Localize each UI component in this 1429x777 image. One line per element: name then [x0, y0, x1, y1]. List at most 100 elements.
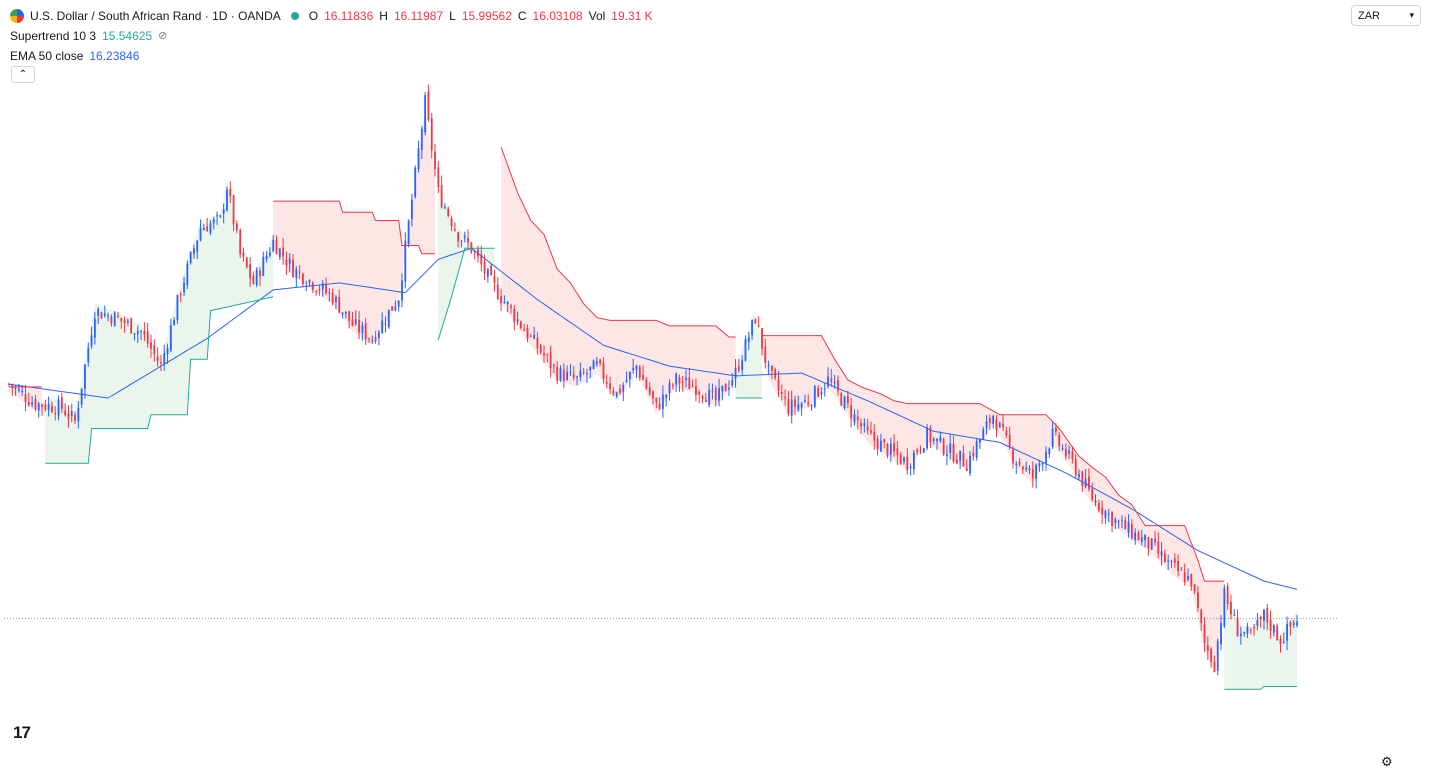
candle-body[interactable] [1253, 626, 1255, 629]
candle-body[interactable] [675, 373, 678, 385]
candle-body[interactable] [671, 384, 674, 386]
candle-body[interactable] [784, 396, 787, 399]
candle-body[interactable] [1068, 450, 1071, 454]
candle-body[interactable] [265, 255, 268, 260]
candle-body[interactable] [661, 394, 664, 410]
candle-body[interactable] [1263, 609, 1265, 621]
candle-body[interactable] [586, 373, 588, 375]
candle-body[interactable] [1107, 513, 1110, 515]
candle-body[interactable] [173, 320, 176, 326]
candle-body[interactable] [876, 438, 879, 450]
candle-body[interactable] [1071, 451, 1074, 459]
candle-body[interactable] [797, 404, 800, 410]
candle-body[interactable] [374, 337, 377, 342]
candle-body[interactable] [817, 388, 820, 397]
candle-body[interactable] [467, 238, 469, 243]
candle-body[interactable] [642, 374, 645, 380]
candle-body[interactable] [1230, 602, 1232, 615]
candle-body[interactable] [714, 388, 717, 401]
candle-body[interactable] [34, 399, 37, 410]
candle-body[interactable] [988, 418, 991, 424]
candle-body[interactable] [414, 167, 417, 197]
candle-body[interactable] [278, 248, 281, 258]
candle-body[interactable] [1249, 629, 1252, 631]
candle-body[interactable] [477, 249, 479, 257]
candle-body[interactable] [1259, 616, 1262, 620]
candle-body[interactable] [11, 384, 14, 388]
candle-body[interactable] [377, 332, 380, 339]
symbol-row[interactable]: U.S. Dollar / South African Rand · 1D · … [10, 6, 653, 26]
candle-body[interactable] [510, 305, 512, 308]
candle-body[interactable] [1078, 474, 1080, 477]
candle-body[interactable] [645, 379, 648, 389]
candle-body[interactable] [1035, 465, 1038, 479]
candle-body[interactable] [648, 387, 651, 395]
candle-body[interactable] [569, 371, 572, 373]
candle-body[interactable] [183, 282, 185, 293]
candle-body[interactable] [222, 209, 225, 214]
candle-body[interactable] [523, 329, 526, 331]
candle-body[interactable] [1170, 560, 1173, 562]
candle-body[interactable] [321, 283, 324, 290]
candle-body[interactable] [117, 315, 119, 318]
candle-body[interactable] [1084, 478, 1087, 487]
candle-body[interactable] [519, 321, 522, 328]
candle-body[interactable] [348, 311, 351, 321]
candle-body[interactable] [1292, 622, 1295, 625]
candle-body[interactable] [985, 421, 988, 429]
candle-body[interactable] [420, 128, 423, 151]
candle-body[interactable] [57, 399, 60, 416]
candle-body[interactable] [1187, 576, 1189, 581]
candle-body[interactable] [1200, 609, 1203, 624]
candle-body[interactable] [589, 366, 592, 371]
candle-body[interactable] [1058, 434, 1061, 447]
candle-body[interactable] [1236, 617, 1239, 637]
candle-body[interactable] [27, 402, 30, 406]
candle-body[interactable] [638, 366, 641, 378]
symbol-title[interactable]: U.S. Dollar / South African Rand · 1D · … [30, 9, 281, 23]
candle-body[interactable] [731, 380, 734, 386]
candle-body[interactable] [242, 252, 245, 257]
candle-body[interactable] [331, 292, 334, 304]
candle-body[interactable] [146, 331, 149, 344]
candle-body[interactable] [942, 438, 945, 455]
candle-body[interactable] [444, 207, 446, 209]
candle-body[interactable] [123, 319, 126, 324]
candle-body[interactable] [1097, 502, 1100, 511]
candle-body[interactable] [602, 362, 605, 379]
candle-body[interactable] [628, 371, 631, 380]
candle-body[interactable] [582, 372, 585, 374]
candle-body[interactable] [126, 320, 129, 323]
candle-body[interactable] [496, 284, 499, 299]
candle-body[interactable] [770, 365, 773, 371]
candle-body[interactable] [80, 388, 83, 405]
candle-body[interactable] [1140, 537, 1143, 543]
candle-body[interactable] [338, 297, 341, 313]
candle-body[interactable] [1177, 560, 1180, 572]
candle-body[interactable] [1223, 587, 1226, 627]
candle-body[interactable] [17, 388, 20, 391]
candle-body[interactable] [579, 370, 582, 378]
candle-body[interactable] [450, 218, 453, 227]
candle-body[interactable] [282, 247, 285, 257]
candle-body[interactable] [529, 335, 532, 337]
candle-body[interactable] [361, 325, 364, 334]
candle-body[interactable] [747, 337, 750, 343]
candle-body[interactable] [718, 387, 720, 401]
candle-body[interactable] [354, 319, 357, 324]
candle-body[interactable] [850, 405, 853, 419]
candle-body[interactable] [870, 430, 872, 433]
candle-body[interactable] [1233, 614, 1236, 616]
candle-body[interactable] [1061, 447, 1064, 449]
candle-body[interactable] [1031, 469, 1034, 478]
candle-body[interactable] [1216, 641, 1219, 671]
candle-body[interactable] [728, 387, 730, 390]
candle-body[interactable] [536, 337, 539, 349]
candle-body[interactable] [341, 312, 344, 315]
candle-body[interactable] [315, 291, 318, 293]
candle-body[interactable] [599, 359, 602, 364]
candle-body[interactable] [685, 377, 687, 380]
candle-body[interactable] [1239, 633, 1242, 637]
candle-body[interactable] [470, 242, 473, 253]
candle-body[interactable] [1114, 519, 1117, 524]
